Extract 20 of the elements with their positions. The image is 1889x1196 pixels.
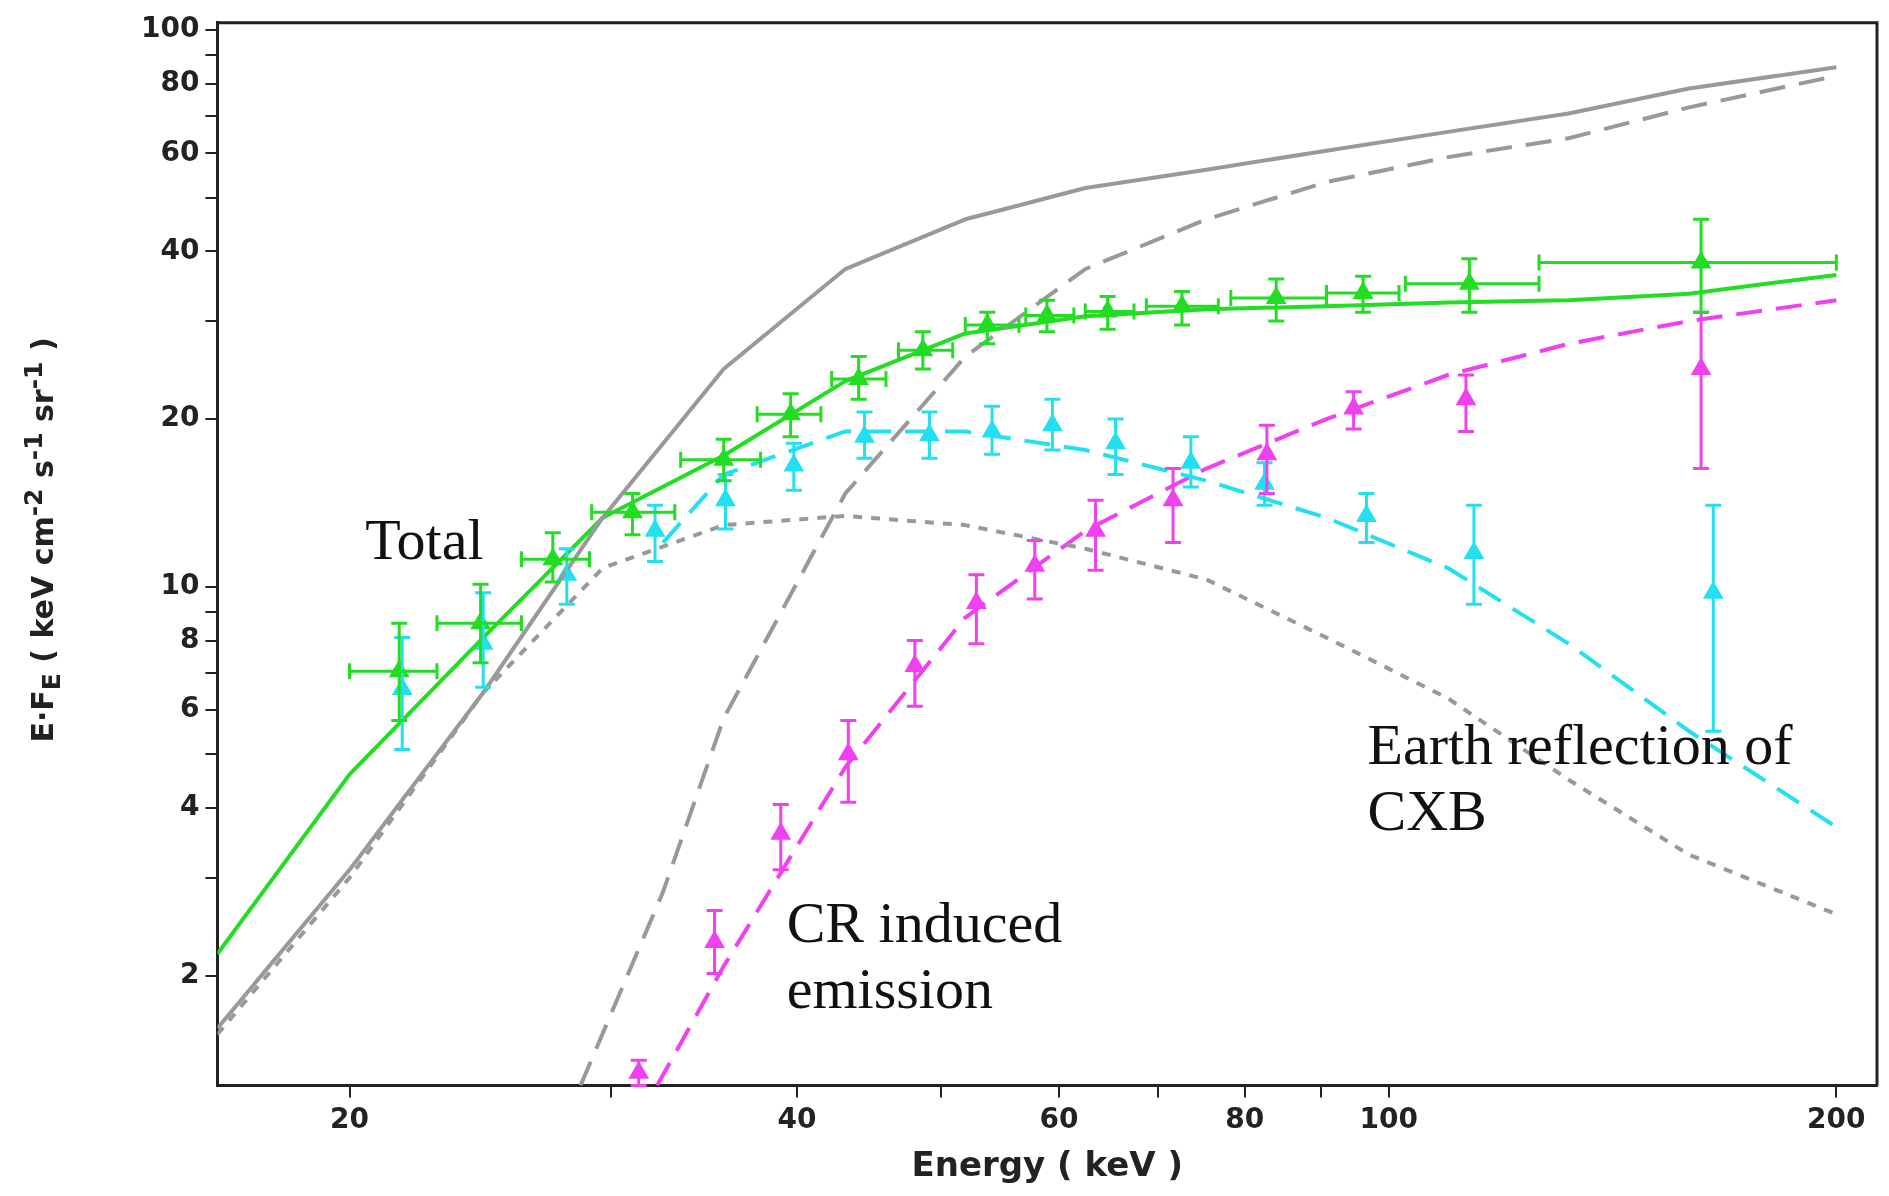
y-tick-label: 80 <box>160 65 200 99</box>
y-tick-label: 8 <box>179 621 200 655</box>
y-tick-label: 20 <box>160 400 200 434</box>
annotation: Total <box>365 506 484 572</box>
x-tick-label: 200 <box>1807 1101 1866 1135</box>
y-tick-label: 10 <box>160 567 200 601</box>
y-tick-label: 4 <box>179 789 200 823</box>
x-tick-label: 20 <box>330 1101 370 1135</box>
annotation: Earth reflection of CXB <box>1367 711 1794 843</box>
y-tick-label: 100 <box>140 11 200 45</box>
y-tick-label: 2 <box>179 957 200 991</box>
x-tick-label: 60 <box>1039 1101 1079 1135</box>
x-axis-title: Energy ( keV ) <box>911 1144 1183 1185</box>
annotation: CR induced emission <box>786 890 1063 1022</box>
y-tick-label: 6 <box>179 691 200 725</box>
x-tick-label: 80 <box>1225 1101 1265 1135</box>
x-tick-label: 40 <box>777 1101 817 1135</box>
y-tick-label: 60 <box>160 134 200 168</box>
x-tick-label: 100 <box>1359 1101 1418 1135</box>
y-tick-label: 40 <box>160 232 200 266</box>
